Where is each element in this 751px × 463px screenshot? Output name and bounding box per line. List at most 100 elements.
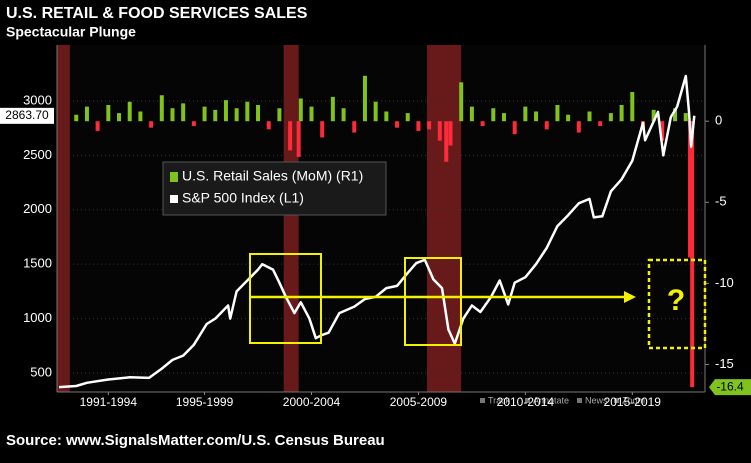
bar (448, 121, 453, 146)
bar (256, 104, 261, 122)
y2-tick-label: -15 (715, 356, 734, 371)
bar (444, 121, 449, 162)
arrow-head (624, 291, 636, 303)
bar (309, 106, 314, 122)
bar (213, 109, 218, 122)
bar (138, 111, 143, 122)
bar (296, 121, 301, 157)
y-tick-label: 2000 (23, 201, 52, 216)
chart-subtitle: Spectacular Plunge (6, 24, 136, 40)
source: Source: www.SignalsMatter.com/U.S. Censu… (6, 432, 385, 449)
bar (512, 121, 517, 135)
bar (501, 113, 506, 122)
last-value-box (709, 379, 751, 396)
bar (416, 121, 421, 131)
highlight-box (404, 257, 462, 346)
legend-label: U.S. Retail Sales (MoM) (R1) (182, 168, 363, 184)
bar (673, 108, 678, 122)
bar (373, 101, 378, 122)
toolbar-icon[interactable] (614, 398, 619, 403)
bar (555, 104, 560, 122)
bar (341, 108, 346, 122)
bar (223, 100, 228, 122)
bar (384, 111, 389, 122)
toolbar-button[interactable]: Annotate (533, 395, 569, 405)
bar (427, 121, 432, 130)
x-tick-label: 2015-2019 (604, 395, 662, 409)
bar (395, 121, 400, 128)
y-tick-label: 500 (30, 364, 52, 379)
bar (288, 121, 293, 151)
question-mark: ? (667, 284, 685, 317)
bar (608, 113, 613, 122)
y-tick-label: 1000 (23, 310, 52, 325)
y-tick-label: 3000 (23, 92, 52, 107)
bar (170, 108, 175, 122)
toolbar-button[interactable]: Track (488, 395, 511, 405)
bar (159, 95, 164, 122)
bar (149, 121, 154, 128)
bar (84, 106, 89, 122)
toolbar: Track Annotate News Zoom (480, 395, 645, 405)
last-value-label: -16.4 (716, 379, 744, 393)
x-tick-label: 2000-2004 (283, 395, 341, 409)
y2-tick-label: -5 (715, 194, 727, 209)
legend-swatch (170, 172, 178, 182)
line-layer (59, 74, 696, 389)
toolbar-icon[interactable] (577, 398, 582, 403)
bar (298, 98, 303, 122)
bar (459, 82, 464, 122)
legend-swatch (170, 195, 178, 203)
bar (480, 121, 485, 127)
bar (598, 121, 603, 127)
bar (95, 121, 100, 131)
bar (362, 75, 367, 122)
bar (469, 106, 474, 122)
bar (320, 121, 325, 138)
bar (266, 121, 271, 130)
bar (405, 113, 410, 122)
x-tick-label: 2010-2014 (497, 395, 555, 409)
bar (683, 113, 688, 122)
bar (181, 103, 186, 122)
bar (106, 104, 111, 122)
bar (234, 108, 239, 122)
recession-band (283, 45, 299, 392)
x-tick-label: 1991-1994 (80, 395, 138, 409)
toolbar-icon[interactable] (525, 398, 530, 403)
bar (277, 108, 282, 122)
plot-area (57, 45, 705, 392)
bar (127, 101, 132, 122)
bar (651, 109, 656, 122)
bar (74, 114, 79, 122)
bar (534, 111, 539, 122)
last-value-box (0, 107, 54, 124)
toolbar-button[interactable]: News (585, 395, 608, 405)
bar (523, 106, 528, 122)
bar (566, 114, 571, 122)
x-tick-label: 1995-1999 (176, 395, 234, 409)
bar (202, 106, 207, 122)
bar (437, 121, 442, 141)
highlight-box (249, 253, 322, 344)
bar (491, 108, 496, 122)
bar (630, 92, 635, 122)
toolbar-button[interactable]: Zoom (622, 395, 645, 405)
bar (352, 121, 357, 133)
bar (544, 121, 549, 130)
legend-label: S&P 500 Index (L1) (182, 190, 304, 206)
bar (688, 121, 693, 258)
bar (576, 121, 581, 133)
bar (117, 113, 122, 122)
y-tick-label: 1500 (23, 256, 52, 271)
toolbar-icon[interactable] (480, 398, 485, 403)
chart-title: U.S. RETAIL & FOOD SERVICES SALES (6, 5, 308, 22)
bar (191, 121, 196, 127)
y-tick-label: 2500 (23, 147, 52, 162)
bar (330, 96, 335, 122)
line (59, 74, 696, 389)
question-box (647, 258, 707, 350)
bar (619, 104, 624, 122)
